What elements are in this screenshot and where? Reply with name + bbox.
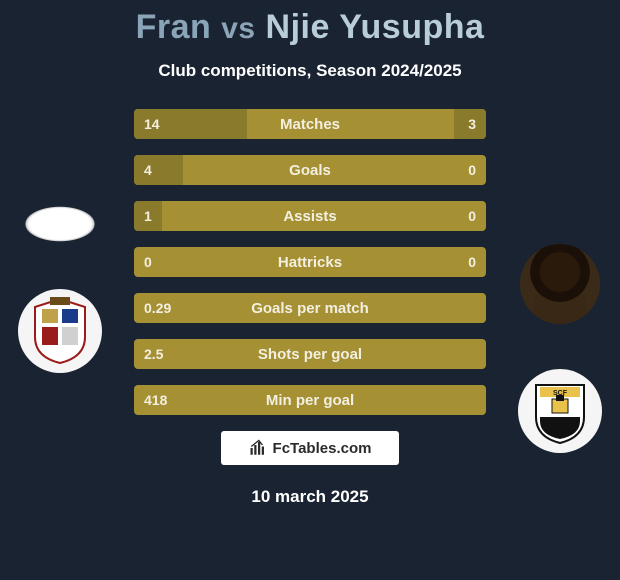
- stat-value-left: 4: [144, 162, 152, 178]
- player2-club-badge: SCF: [518, 369, 602, 453]
- stat-value-right: 3: [468, 116, 476, 132]
- player1-avatar: [20, 204, 100, 244]
- stat-bar: 0.29 Goals per match: [134, 293, 486, 323]
- stat-value-left: 0.29: [144, 300, 171, 316]
- brand-text: FcTables.com: [273, 440, 372, 457]
- bar-chart-icon: [249, 439, 267, 457]
- stat-bar: 418 Min per goal: [134, 385, 486, 415]
- stat-label: Matches: [280, 116, 340, 133]
- subtitle: Club competitions, Season 2024/2025: [0, 61, 620, 81]
- stat-value-left: 1: [144, 208, 152, 224]
- stat-value-right: 0: [468, 162, 476, 178]
- player2-name: Njie Yusupha: [266, 8, 485, 46]
- stat-value-left: 0: [144, 254, 152, 270]
- stat-bar: 4 Goals 0: [134, 155, 486, 185]
- stat-bar: 14 Matches 3: [134, 109, 486, 139]
- stat-label: Assists: [283, 208, 336, 225]
- braga-crest-icon: [30, 297, 90, 365]
- date: 10 march 2025: [0, 487, 620, 507]
- stat-bar: 1 Assists 0: [134, 201, 486, 231]
- farense-crest-icon: SCF: [530, 377, 590, 445]
- player1-name: Fran: [136, 8, 212, 46]
- content: SCF 14Matches34Goals01Assists00Hattricks…: [0, 109, 620, 415]
- stat-label: Hattricks: [278, 254, 342, 271]
- stat-label: Shots per goal: [258, 346, 362, 363]
- stat-bars: 14 Matches 3 4 Goals 0 1 Assists 0 0 Hattricks 0 0.2…: [134, 109, 486, 415]
- stat-bar: 2.5 Shots per goal: [134, 339, 486, 369]
- vs-separator: vs: [221, 12, 255, 45]
- stat-label: Min per goal: [266, 392, 354, 409]
- player2-avatar: [520, 244, 600, 324]
- comparison-title: Fran vs Njie Yusupha: [0, 0, 620, 47]
- player1-club-badge: [18, 289, 102, 373]
- bar-fill-left: [134, 155, 183, 185]
- stat-value-left: 418: [144, 392, 167, 408]
- stat-value-left: 14: [144, 116, 160, 132]
- stat-bar: 0 Hattricks 0: [134, 247, 486, 277]
- stat-value-right: 0: [468, 208, 476, 224]
- stat-label: Goals: [289, 162, 331, 179]
- stat-label: Goals per match: [251, 300, 369, 317]
- stat-value-right: 0: [468, 254, 476, 270]
- brand-badge: FcTables.com: [221, 431, 399, 465]
- stat-value-left: 2.5: [144, 346, 163, 362]
